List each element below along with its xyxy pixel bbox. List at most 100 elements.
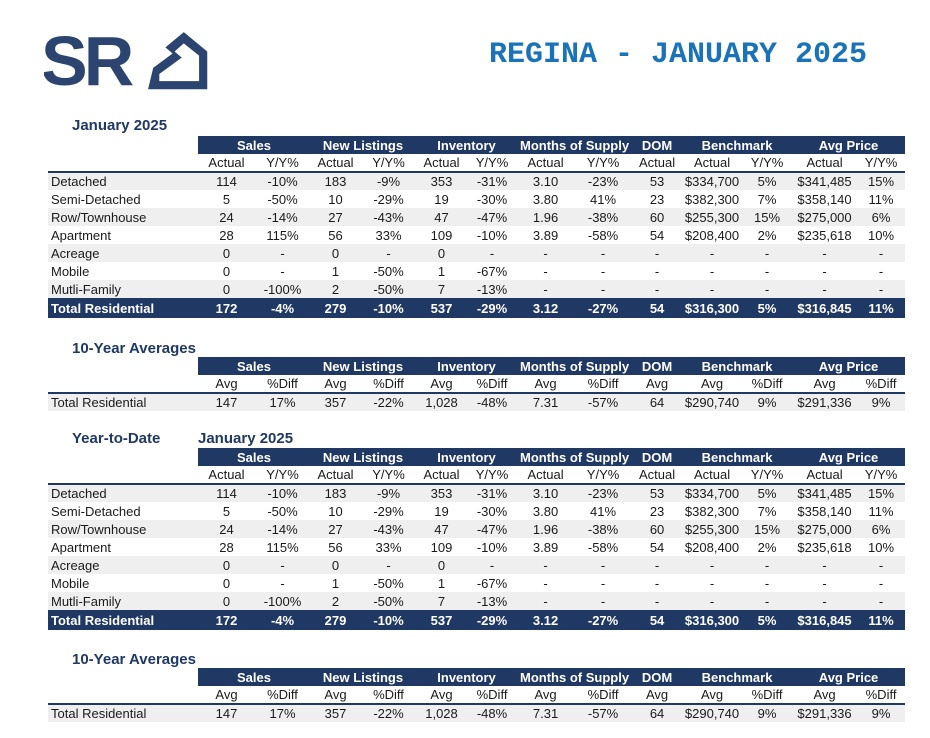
- corner-cell: [48, 466, 198, 485]
- row-label: Semi-Detached: [51, 503, 141, 519]
- table-cell: -38%: [574, 520, 633, 538]
- table-cell: 183: [310, 484, 362, 502]
- table-cell: 114: [198, 484, 255, 502]
- ten-year-averages-table: Sales New Listings Inventory Months of Supp…: [48, 357, 906, 411]
- table-cell: 0: [198, 280, 255, 298]
- table-cell: 114: [198, 172, 255, 190]
- column-group-header: Sales: [198, 668, 311, 686]
- table-row: Row/Townhouse 24 -14% 27 -43% 47 -47% 1.96 -38% 6…: [48, 208, 906, 226]
- column-group-header: DOM: [632, 136, 683, 154]
- table-cell: 9%: [742, 393, 793, 411]
- table-cell: 0: [198, 556, 255, 574]
- table-cell: -: [517, 556, 575, 574]
- table-row: Mobile 0 - 1 -50% 1 -67% - - - - - - -: [48, 262, 905, 280]
- table-cell: 11%: [868, 503, 894, 519]
- table-cell: -: [280, 575, 285, 591]
- table-row: Row/Townhouse 24 -14% 27 -43% 47 -47% 1.96 -38% 6…: [48, 520, 906, 538]
- column-subheader: Avg: [416, 686, 468, 705]
- table-cell: $334,700: [682, 484, 743, 502]
- column-group-header: New Listings: [310, 668, 417, 686]
- table-cell: -29%: [373, 191, 404, 207]
- column-group-header: Inventory: [416, 357, 518, 375]
- table-cell: 5%: [742, 172, 793, 190]
- table-cell: 15%: [857, 484, 906, 502]
- row-label: Acreage: [48, 556, 198, 574]
- table-cell: -: [574, 280, 633, 298]
- column-group-header: Months of Supply: [517, 448, 633, 466]
- column-subheader: Actual: [416, 466, 468, 485]
- table-row: Semi-Detached 5 -50% 10 -29% 19 -30% 3.80 41% 23 $…: [48, 502, 905, 520]
- table-cell: 147: [198, 704, 255, 722]
- table-cell: -57%: [574, 393, 633, 411]
- subheader-row: Actual Y/Y% Actual Y/Y% Actual Y/Y% Actual Y/Y%…: [48, 154, 906, 173]
- table-cell: -57%: [574, 704, 633, 722]
- monthly-section-label: January 2025: [72, 117, 168, 134]
- table-cell: 2: [310, 280, 362, 298]
- table-row: Detached 114 -10% 183 -9% 353 -31% 3.10 -23% 53 $3…: [48, 484, 906, 502]
- table-row: Total Residential 147 17% 357 -22% 1,028 -48% 7…: [48, 704, 906, 722]
- table-cell: -58%: [587, 539, 619, 555]
- table-cell: -: [517, 244, 575, 262]
- table-cell: -: [517, 592, 575, 610]
- table-cell: $290,740: [682, 704, 743, 722]
- table-cell: 2: [310, 592, 362, 610]
- column-subheader: Y/Y%: [742, 466, 793, 485]
- table-cell: 33%: [375, 539, 402, 555]
- table-cell: -: [878, 263, 884, 279]
- table-cell: 3.80: [532, 503, 559, 519]
- table-cell: -: [632, 592, 683, 610]
- column-group-header: Avg Price: [792, 136, 906, 154]
- column-subheader: %Diff: [255, 686, 311, 705]
- table-cell: -: [857, 592, 906, 610]
- table-cell: 7%: [757, 503, 777, 519]
- table-cell: 19: [434, 191, 449, 207]
- column-group-header: New Listings: [310, 448, 417, 466]
- table-cell: -: [764, 575, 770, 591]
- column-group-header: DOM: [632, 668, 683, 686]
- table-cell: $382,300: [684, 503, 740, 519]
- table-cell: 0: [222, 575, 231, 591]
- corner-cell: [48, 668, 198, 686]
- column-subheader: %Diff: [255, 375, 311, 394]
- column-subheader: %Diff: [857, 375, 906, 394]
- table-cell: 0: [222, 263, 231, 279]
- table-cell: -50%: [267, 191, 298, 207]
- table-cell: 1,028: [416, 393, 468, 411]
- table-cell: $208,400: [684, 539, 740, 555]
- table-cell: 109: [430, 227, 453, 243]
- table-cell: 172: [198, 298, 255, 318]
- column-group-header: Sales: [198, 448, 311, 466]
- table-cell: 0: [416, 244, 468, 262]
- table-cell: -: [822, 575, 827, 591]
- table-cell: 54: [649, 539, 665, 555]
- page-title: REGINA - JANUARY 2025: [489, 38, 868, 72]
- table-cell: 41%: [590, 503, 617, 519]
- row-label: Total Residential: [48, 610, 198, 630]
- table-cell: -: [742, 592, 793, 610]
- ytd-ten-year-averages-table: Sales New Listings Inventory Months of Supp…: [48, 668, 906, 722]
- table-cell: -: [682, 556, 743, 574]
- table-cell: 1: [437, 263, 446, 279]
- column-group-header: Months of Supply: [517, 136, 633, 154]
- corner-cell: [48, 448, 198, 466]
- table-cell: 3.12: [517, 298, 575, 318]
- table-cell: -: [792, 280, 858, 298]
- row-label: Mobile: [51, 263, 90, 279]
- table-cell: -: [600, 575, 606, 591]
- table-cell: $316,300: [682, 610, 743, 630]
- ytd-section-label: Year-to-Date: [72, 430, 161, 447]
- ytd-period-label: January 2025: [198, 430, 294, 447]
- table-cell: 109: [430, 539, 453, 555]
- corner-cell: [48, 686, 198, 705]
- table-cell: -: [632, 244, 683, 262]
- table-cell: $358,140: [797, 191, 852, 207]
- table-cell: -: [361, 244, 417, 262]
- column-subheader: Actual: [198, 466, 255, 485]
- table-cell: -: [255, 244, 311, 262]
- table-cell: 1,028: [416, 704, 468, 722]
- column-group-header: DOM: [632, 357, 683, 375]
- column-subheader: Avg: [632, 375, 683, 394]
- table-cell: 11%: [868, 191, 894, 207]
- table-cell: 23: [649, 191, 665, 207]
- table-cell: -: [792, 244, 858, 262]
